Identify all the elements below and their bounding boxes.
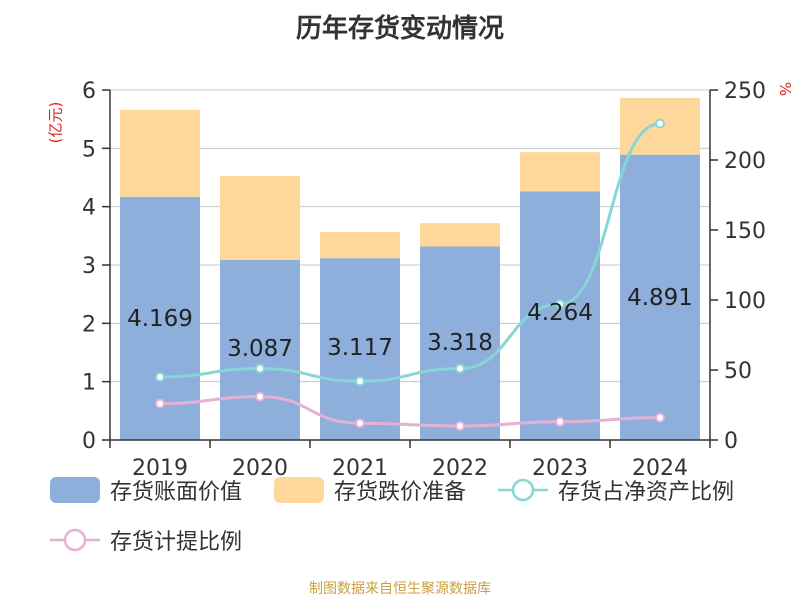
bar-impairment-2020 — [220, 175, 300, 260]
lines — [155, 118, 665, 431]
legend-item-impairment[interactable]: 存货跌价准备 — [274, 474, 466, 506]
data-label-book-value-2024: 4.891 — [627, 285, 693, 311]
right-axis-tick-label: 200 — [724, 149, 766, 174]
right-axis-tick-label: 50 — [724, 359, 752, 384]
point-inventory-ratio-2022 — [455, 363, 465, 374]
x-axis-tick-label: 2020 — [232, 456, 288, 481]
bar-impairment-2019 — [120, 109, 200, 197]
x-axis-tick-label: 2019 — [132, 456, 188, 481]
bars — [120, 98, 700, 441]
legend-label-inventory-ratio: 存货占净资产比例 — [558, 480, 735, 505]
right-axis-tick-label: 100 — [724, 289, 766, 314]
legend-swatch-book-value — [50, 477, 100, 503]
right-axis-tick-label: 150 — [724, 219, 766, 244]
legend-label-provision-ratio: 存货计提比例 — [110, 530, 243, 555]
legend-item-provision-ratio[interactable]: 存货计提比例 — [50, 524, 242, 556]
left-axis-tick-label: 6 — [82, 79, 96, 104]
right-axis-tick-label: 250 — [724, 79, 766, 104]
data-label-book-value-2023: 4.264 — [527, 300, 593, 326]
point-inventory-ratio-2023 — [555, 299, 565, 310]
left-axis-tick-label: 1 — [82, 371, 96, 396]
bar-book-value-2021 — [320, 258, 400, 440]
data-source: 制图数据来自恒生聚源数据库 — [309, 581, 491, 597]
point-inventory-ratio-2019 — [155, 372, 165, 382]
grid-lines — [110, 89, 710, 383]
point-provision-ratio-2022 — [455, 421, 465, 431]
legend-item-inventory-ratio[interactable]: 存货占净资产比例 — [498, 474, 734, 506]
point-provision-ratio-2019 — [155, 398, 165, 409]
left-axis-tick-label: 0 — [82, 429, 96, 454]
bar-book-value-2023 — [520, 191, 600, 440]
right-axis-tick-label: 0 — [724, 429, 738, 454]
left-axis-tick-label: 4 — [82, 196, 96, 221]
x-axis-tick-label: 2024 — [632, 456, 688, 481]
legend-label-impairment: 存货跌价准备 — [334, 480, 467, 505]
bar-impairment-2022 — [420, 223, 500, 247]
data-label-book-value-2019: 4.169 — [127, 306, 193, 332]
point-provision-ratio-2021 — [355, 418, 365, 429]
data-label-book-value-2020: 3.087 — [227, 336, 293, 362]
legend-item-book-value[interactable]: 存货账面价值 — [50, 474, 242, 506]
legend-label-book-value: 存货账面价值 — [110, 480, 243, 505]
point-provision-ratio-2020 — [255, 391, 265, 402]
legend-marker-provision-ratio — [50, 528, 100, 552]
data-label-book-value-2022: 3.318 — [427, 330, 493, 356]
left-axis-tick-label: 2 — [82, 312, 96, 337]
point-inventory-ratio-2024 — [655, 118, 665, 129]
data-labels: 4.169 3.087 3.117 3.318 4.264 4.891 — [127, 285, 693, 362]
bar-book-value-2022 — [420, 246, 500, 440]
x-axis-tick-label: 2022 — [432, 456, 488, 481]
axes: 0 1 2 3 4 5 6 0 50 100 150 200 250 2019 2020 2021 2022 20… — [82, 79, 766, 481]
point-provision-ratio-2023 — [555, 416, 565, 427]
x-axis-tick-label: 2023 — [532, 456, 588, 481]
bar-book-value-2020 — [220, 259, 300, 440]
point-inventory-ratio-2021 — [355, 376, 365, 387]
data-label-book-value-2021: 3.117 — [327, 335, 393, 361]
left-axis-tick-label: 5 — [82, 137, 96, 162]
legend-marker-inventory-ratio — [498, 478, 548, 502]
point-inventory-ratio-2020 — [255, 363, 265, 374]
point-provision-ratio-2024 — [655, 412, 665, 423]
line-provision-ratio — [159, 395, 661, 428]
left-axis-tick-label: 3 — [82, 254, 96, 279]
legend-swatch-impairment — [274, 477, 324, 503]
bar-book-value-2024 — [620, 154, 700, 441]
bar-impairment-2021 — [320, 231, 400, 259]
bar-impairment-2023 — [520, 152, 600, 192]
chart-title: 历年存货变动情况 — [295, 14, 504, 44]
x-axis-tick-label: 2021 — [332, 456, 388, 481]
